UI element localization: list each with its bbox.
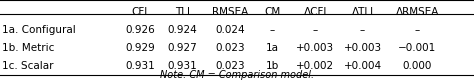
Text: 0.000: 0.000 [402,61,432,71]
Text: +0.003: +0.003 [296,43,334,53]
Text: 0.926: 0.926 [125,25,155,35]
Text: –: – [414,25,420,35]
Text: +0.002: +0.002 [296,61,334,71]
Text: –: – [270,25,275,35]
Text: TLI: TLI [175,7,190,17]
Text: 1b. Metric: 1b. Metric [2,43,55,53]
Text: –: – [360,25,365,35]
Text: +0.004: +0.004 [344,61,382,71]
Text: CFI: CFI [132,7,148,17]
Text: RMSEA: RMSEA [212,7,248,17]
Text: 1c. Scalar: 1c. Scalar [2,61,54,71]
Text: 0.931: 0.931 [125,61,155,71]
Text: 0.023: 0.023 [215,61,245,71]
Text: 0.924: 0.924 [168,25,197,35]
Text: CM: CM [264,7,281,17]
Text: 0.024: 0.024 [215,25,245,35]
Text: +0.003: +0.003 [344,43,382,53]
Text: –: – [312,25,318,35]
Text: 1a. Configural: 1a. Configural [2,25,76,35]
Text: 0.929: 0.929 [125,43,155,53]
Text: 0.927: 0.927 [168,43,197,53]
Text: 0.931: 0.931 [168,61,197,71]
Text: −0.001: −0.001 [398,43,436,53]
Text: 0.023: 0.023 [215,43,245,53]
Text: Note. CM = Comparison model.: Note. CM = Comparison model. [160,70,314,80]
Text: 1a: 1a [266,43,279,53]
Text: ΔTLI: ΔTLI [352,7,374,17]
Text: ΔRMSEA: ΔRMSEA [395,7,439,17]
Text: 1b: 1b [266,61,279,71]
Text: ΔCFI: ΔCFI [303,7,327,17]
